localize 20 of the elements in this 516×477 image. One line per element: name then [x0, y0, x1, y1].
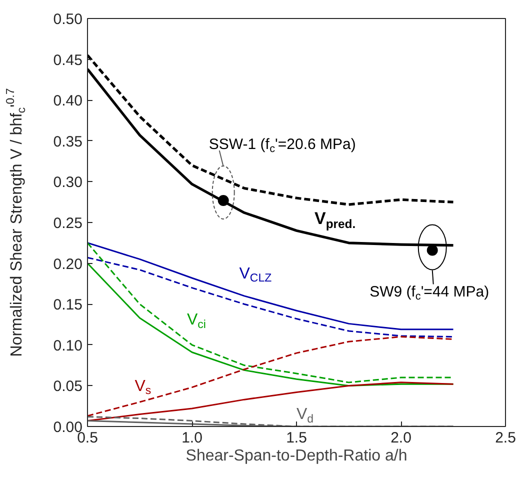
line-series: [88, 242, 454, 330]
y-tick-label: 0.30: [53, 174, 83, 192]
x-tick-label: 1.0: [182, 430, 202, 446]
x-tick-label: 1.5: [286, 430, 307, 446]
line-series: [88, 54, 455, 206]
y-tick-label: 0.20: [53, 256, 83, 273]
y-tick-label: 0.40: [53, 92, 83, 110]
line-series: [88, 382, 454, 422]
x-axis-title: Shear-Span-to-Depth-Ratio a/h: [186, 448, 408, 464]
x-tick-label: 2.0: [390, 430, 412, 446]
line-series: [88, 256, 454, 338]
y-tick-label: 0.15: [53, 296, 83, 314]
y-tick-label: 0.25: [53, 215, 83, 232]
y-tick-label: 0.05: [53, 378, 83, 396]
y-axis-title: Normalized Shear Strength V / bhfc'0.7: [4, 88, 28, 357]
x-tick-label: 2.5: [495, 430, 516, 446]
y-tick-label: 0.45: [53, 52, 83, 69]
y-tick-label: 0.35: [53, 133, 83, 150]
y-tick-label: 0.50: [53, 11, 83, 28]
y-tick-label: 0.10: [53, 337, 83, 354]
